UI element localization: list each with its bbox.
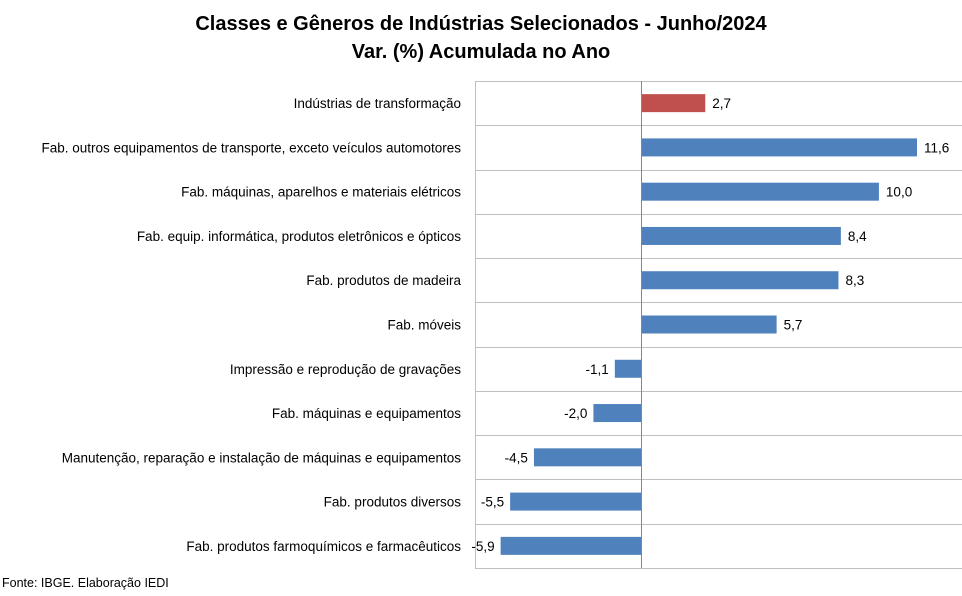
bar-4 (641, 271, 839, 290)
category-label: Manutenção, reparação e instalação de má… (62, 450, 462, 465)
bar-5 (641, 315, 777, 334)
data-label: -5,5 (481, 495, 504, 510)
source-note: Fonte: IBGE. Elaboração IEDI (2, 576, 169, 590)
data-label: 8,4 (848, 229, 867, 244)
bar-7 (593, 404, 641, 423)
bar-8 (533, 448, 641, 467)
bars (500, 94, 917, 555)
data-label: 8,3 (845, 273, 864, 288)
chart-title: Classes e Gêneros de Indústrias Selecion… (0, 10, 962, 66)
chart-title-line1: Classes e Gêneros de Indústrias Selecion… (195, 13, 767, 35)
data-label: 2,7 (712, 96, 731, 111)
category-label: Indústrias de transformação (294, 96, 461, 111)
gridlines (475, 81, 962, 569)
data-label: -4,5 (505, 450, 528, 465)
bar-1 (641, 138, 917, 157)
data-label: -5,9 (471, 539, 494, 554)
data-label: 11,6 (924, 140, 949, 155)
category-label: Impressão e reprodução de gravações (230, 362, 461, 377)
category-label: Fab. produtos diversos (324, 495, 462, 510)
category-label: Fab. outros equipamentos de transporte, … (42, 140, 462, 155)
data-label: -2,0 (564, 406, 587, 421)
labels: Indústrias de transformação 2,7 Fab. outro… (42, 96, 950, 554)
bar-9 (510, 492, 641, 511)
category-label: Fab. equip. informática, produtos eletrô… (137, 229, 461, 244)
chart-title-line2: Var. (%) Acumulada no Ano (351, 41, 611, 63)
bar-0 (641, 94, 706, 113)
data-label: 5,7 (784, 318, 803, 333)
bar-3 (641, 226, 841, 245)
category-label: Fab. produtos farmoquímicos e farmacêuti… (186, 539, 461, 554)
bar-2 (641, 182, 879, 201)
category-label: Fab. máquinas e equipamentos (272, 406, 461, 421)
category-label: Fab. móveis (387, 318, 461, 333)
data-label: -1,1 (586, 362, 609, 377)
category-label: Fab. produtos de madeira (306, 273, 461, 288)
bar-6 (614, 359, 641, 378)
data-label: 10,0 (886, 185, 912, 200)
category-label: Fab. máquinas, aparelhos e materiais elé… (181, 185, 461, 200)
bar-10 (500, 536, 641, 555)
